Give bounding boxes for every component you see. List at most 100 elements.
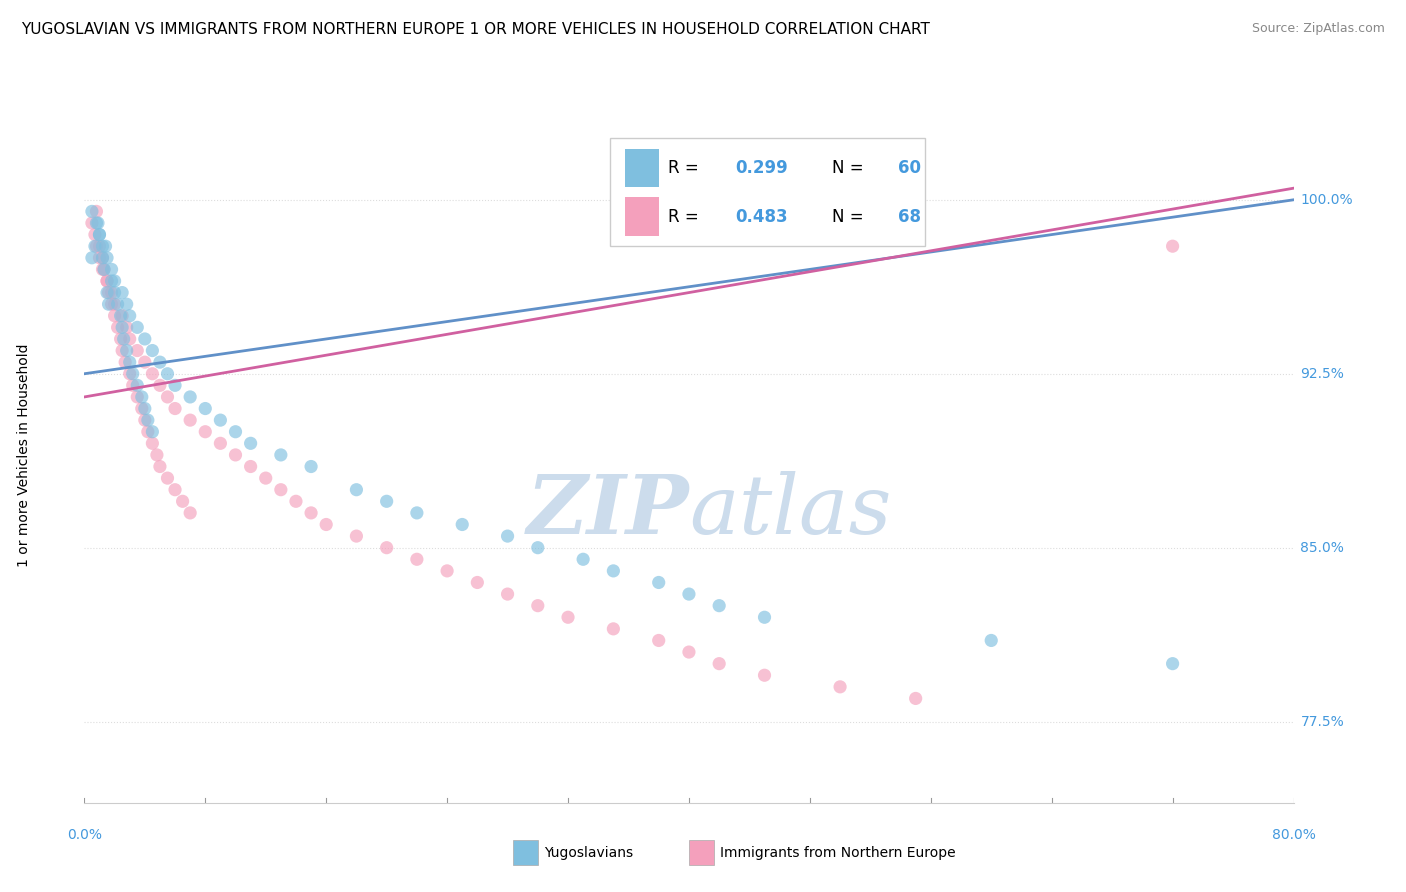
Point [100, 274, 122, 288]
Point [96, 274, 118, 288]
Point [149, 459, 172, 474]
Point [406, 506, 429, 520]
FancyBboxPatch shape [610, 138, 925, 246]
Point [91, 251, 114, 265]
Point [141, 425, 163, 439]
Point [225, 425, 247, 439]
Point [131, 401, 153, 416]
Text: 0.299: 0.299 [735, 160, 787, 178]
Point [754, 610, 776, 624]
Point [107, 320, 129, 334]
Point [104, 297, 127, 311]
Point [127, 390, 149, 404]
Point [93, 262, 115, 277]
Point [115, 320, 138, 334]
Point [239, 459, 262, 474]
Point [179, 506, 201, 520]
Point [346, 483, 368, 497]
Text: 85.0%: 85.0% [1301, 541, 1344, 555]
Point [163, 378, 186, 392]
Point [121, 367, 143, 381]
Point [111, 343, 134, 358]
Point [1161, 239, 1184, 253]
Point [647, 633, 671, 648]
Text: Source: ZipAtlas.com: Source: ZipAtlas.com [1251, 22, 1385, 36]
Point [86, 204, 108, 219]
Point [179, 390, 201, 404]
Point [89, 227, 111, 242]
Point [270, 448, 292, 462]
Point [163, 483, 186, 497]
Point [89, 227, 111, 242]
Point [114, 355, 136, 369]
Point [80, 216, 103, 230]
Point [80, 251, 103, 265]
Text: 0.483: 0.483 [735, 208, 787, 226]
Point [209, 413, 232, 427]
FancyBboxPatch shape [624, 149, 659, 187]
Point [118, 355, 141, 369]
Point [254, 471, 277, 485]
Point [134, 413, 156, 427]
Point [709, 599, 731, 613]
Text: Yugoslavians: Yugoslavians [544, 846, 633, 860]
Text: 0.0%: 0.0% [67, 828, 101, 842]
Text: 1 or more Vehicles in Household: 1 or more Vehicles in Household [17, 343, 31, 566]
Point [86, 239, 108, 253]
Point [830, 680, 852, 694]
Point [131, 390, 153, 404]
Text: Immigrants from Northern Europe: Immigrants from Northern Europe [720, 846, 956, 860]
Text: R =: R = [668, 160, 704, 178]
Text: 68: 68 [898, 208, 921, 226]
Point [84, 227, 107, 242]
Text: atlas: atlas [689, 471, 891, 550]
Point [136, 425, 159, 439]
Point [91, 262, 114, 277]
Text: 100.0%: 100.0% [1301, 193, 1353, 207]
Text: ZIP: ZIP [526, 471, 689, 550]
Point [299, 506, 322, 520]
Point [172, 494, 194, 508]
Point [194, 425, 217, 439]
Point [110, 332, 132, 346]
Point [602, 564, 624, 578]
Point [179, 413, 201, 427]
Point [134, 332, 156, 346]
Point [141, 367, 163, 381]
Text: 80.0%: 80.0% [1271, 828, 1316, 842]
Point [156, 471, 179, 485]
Point [97, 285, 120, 300]
Point [156, 367, 179, 381]
Point [110, 309, 132, 323]
Point [104, 274, 127, 288]
Point [754, 668, 776, 682]
Point [602, 622, 624, 636]
Point [678, 587, 700, 601]
Point [127, 343, 149, 358]
Point [406, 552, 429, 566]
Point [284, 494, 308, 508]
Point [299, 459, 322, 474]
Point [346, 529, 368, 543]
Point [136, 413, 159, 427]
Point [89, 251, 111, 265]
Point [239, 436, 262, 450]
Point [270, 483, 292, 497]
Point [572, 552, 595, 566]
Point [115, 343, 138, 358]
Point [104, 285, 127, 300]
Point [209, 436, 232, 450]
Point [93, 262, 115, 277]
Point [134, 401, 156, 416]
Point [194, 401, 217, 416]
Point [94, 239, 117, 253]
Point [86, 216, 108, 230]
Point [709, 657, 731, 671]
Point [89, 239, 111, 253]
Point [526, 599, 548, 613]
Point [436, 564, 458, 578]
Point [647, 575, 671, 590]
Point [115, 297, 138, 311]
Point [127, 320, 149, 334]
Point [141, 343, 163, 358]
